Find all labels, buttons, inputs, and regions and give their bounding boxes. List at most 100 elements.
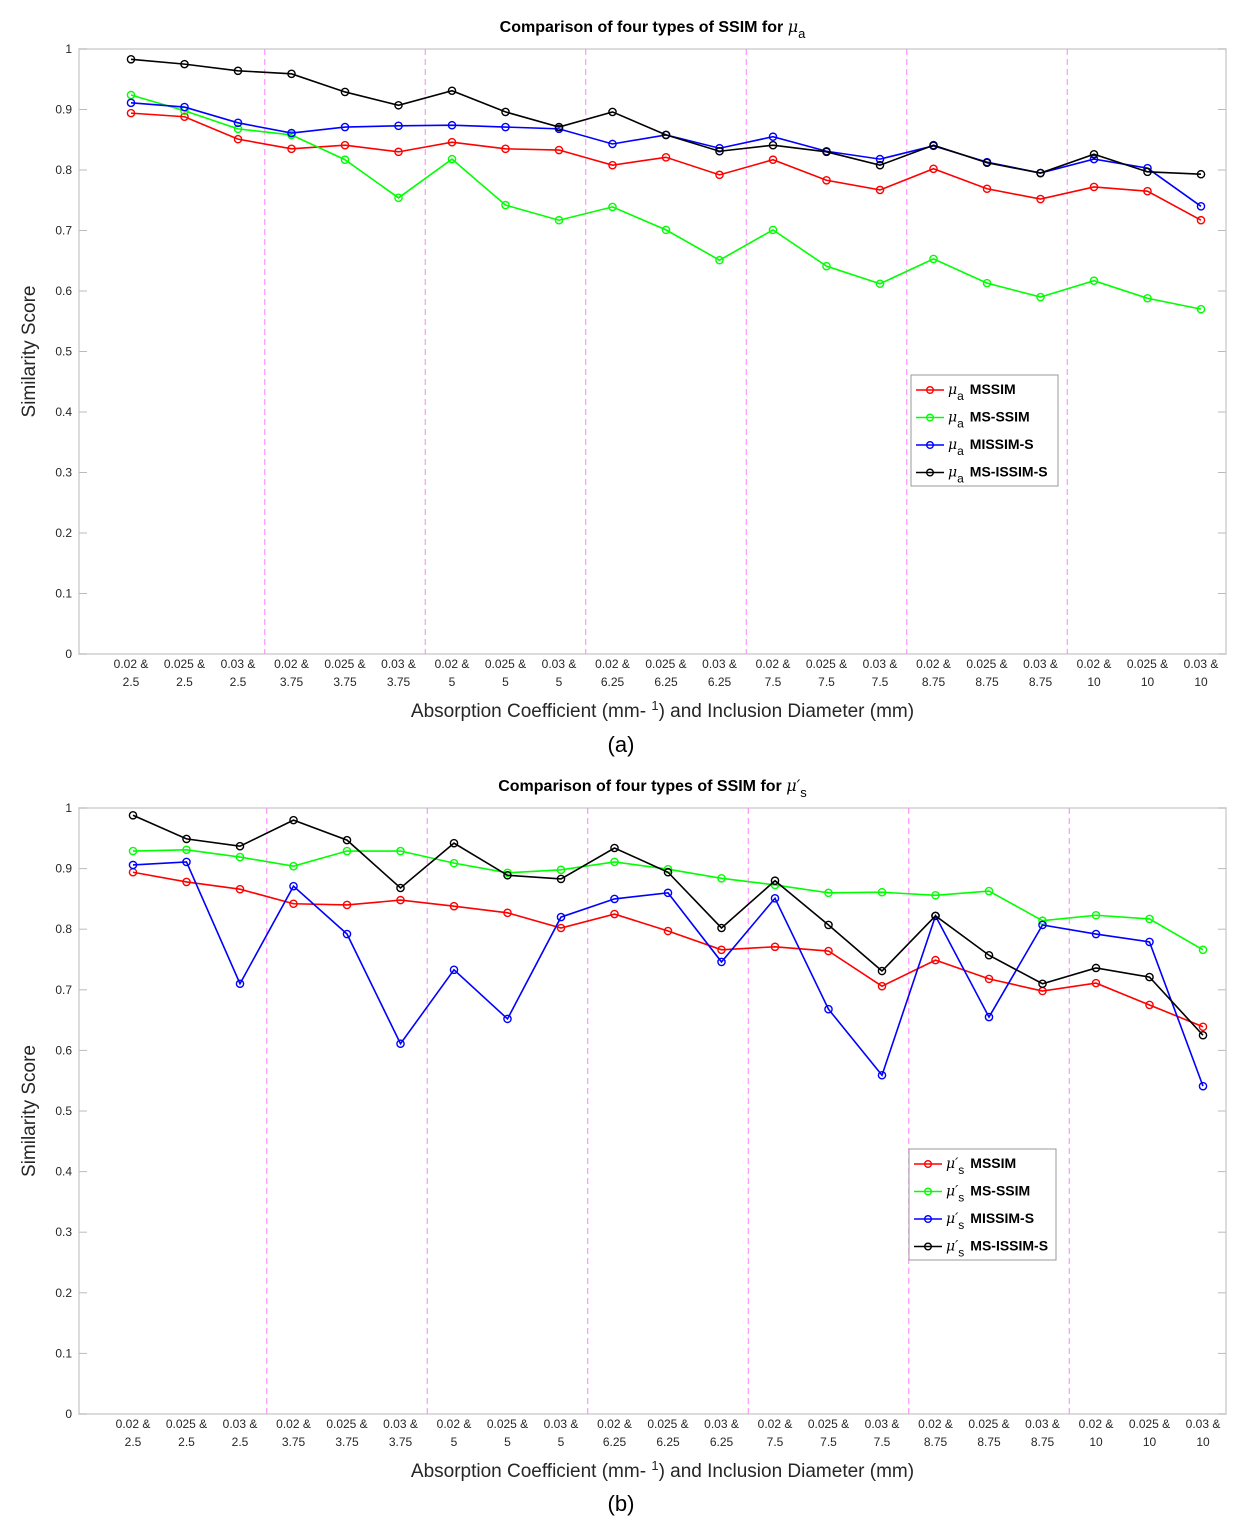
data-point — [182, 857, 191, 867]
x-tick-label: 0.02 & — [114, 657, 149, 671]
data-point — [770, 942, 780, 952]
x-tick-label: 0.025 & — [647, 1417, 688, 1431]
x-label-part: - — [640, 701, 652, 722]
figure-caption: (a) — [608, 732, 635, 757]
x-tick-label: 3.75 — [280, 675, 304, 689]
data-point — [556, 912, 566, 922]
data-point — [1145, 972, 1154, 982]
x-tick-label: 0.02 & — [1077, 657, 1112, 671]
data-point — [610, 857, 619, 867]
data-point — [984, 1012, 994, 1022]
data-point — [661, 152, 671, 162]
y-tick-label: 0.3 — [55, 1225, 72, 1239]
data-point — [822, 147, 831, 157]
x-tick-label: 0.02 & — [916, 657, 951, 671]
data-point — [287, 69, 296, 79]
data-point — [982, 158, 992, 168]
title-text: Comparison of four types of SSIM for — [498, 778, 786, 795]
data-point — [342, 929, 352, 939]
data-point — [1089, 182, 1099, 192]
x-label-part: - — [640, 1461, 652, 1482]
x-tick-label: 0.03 & — [221, 657, 256, 671]
x-tick-label: 0.02 & — [1079, 1417, 1114, 1431]
data-point — [1089, 154, 1099, 164]
data-point — [1196, 169, 1206, 179]
data-point — [340, 155, 350, 165]
x-tick-label: 0.03 & — [704, 1417, 739, 1431]
data-point — [824, 1004, 833, 1014]
data-point — [1198, 1030, 1208, 1040]
data-point — [608, 202, 617, 212]
data-point — [1198, 1081, 1208, 1091]
legend-symbol: μ — [948, 382, 957, 398]
x-tick-label: 8.75 — [924, 1435, 948, 1449]
legend-box — [908, 1148, 1057, 1261]
data-point — [1196, 201, 1206, 211]
data-point — [875, 185, 885, 195]
x-tick-label: 8.75 — [975, 675, 999, 689]
legend-marker — [924, 1187, 933, 1196]
data-point — [503, 1014, 512, 1024]
data-point — [610, 894, 619, 904]
data-point — [1089, 276, 1099, 286]
data-point — [235, 884, 245, 894]
chart-title: Comparison of four types of SSIM for μa — [500, 17, 806, 41]
data-point — [126, 54, 136, 64]
x-tick-label: 3.75 — [335, 1435, 359, 1449]
legend-symbol: μ — [948, 465, 957, 481]
x-label-part: Absorption Coefficient (mm — [411, 1461, 640, 1482]
data-point — [1038, 920, 1047, 930]
y-tick-label: 0 — [65, 1407, 72, 1421]
x-tick-label: 5 — [502, 675, 509, 689]
legend-name: MSSIM — [970, 1155, 1016, 1171]
x-tick-label: 0.025 & — [326, 1417, 367, 1431]
x-tick-label: 10 — [1141, 675, 1155, 689]
data-point — [982, 184, 992, 194]
legend-symbol: μ′ — [946, 1239, 959, 1255]
data-point — [984, 950, 994, 960]
x-tick-label: 7.5 — [820, 1435, 837, 1449]
data-point — [877, 887, 887, 897]
x-tick-label: 7.5 — [872, 675, 889, 689]
legend-name: MS-SSIM — [970, 1183, 1030, 1199]
data-point — [233, 66, 243, 76]
x-tick-label: 0.025 & — [324, 657, 365, 671]
data-point — [768, 155, 778, 165]
x-tick-label: 0.02 & — [276, 1417, 311, 1431]
legend-subscript: s — [958, 1218, 964, 1232]
data-point — [608, 139, 617, 149]
data-point — [1091, 978, 1101, 988]
data-point — [447, 120, 457, 130]
x-tick-label: 6.25 — [656, 1435, 680, 1449]
x-tick-label: 0.03 & — [1025, 1417, 1060, 1431]
legend-symbol: μ — [948, 410, 957, 426]
data-point — [554, 122, 564, 132]
data-point — [768, 225, 778, 235]
data-point — [289, 861, 298, 871]
data-point — [717, 873, 726, 883]
data-point — [1198, 945, 1208, 955]
x-tick-label: 0.03 & — [223, 1417, 258, 1431]
data-point — [235, 979, 245, 989]
x-tick-label: 0.02 & — [116, 1417, 151, 1431]
x-tick-label: 0.025 & — [968, 1417, 1009, 1431]
data-point — [770, 876, 780, 886]
data-point — [663, 888, 673, 898]
data-point — [554, 145, 564, 155]
x-tick-label: 0.03 & — [1184, 657, 1219, 671]
data-point — [717, 945, 726, 955]
x-tick-label: 0.03 & — [702, 657, 737, 671]
x-tick-label: 0.03 & — [863, 657, 898, 671]
data-point — [877, 966, 887, 976]
data-point — [447, 86, 457, 96]
data-point — [663, 926, 673, 936]
chart-title: Comparison of four types of SSIM for μ′s — [498, 776, 807, 800]
data-point — [717, 923, 726, 933]
x-tick-label: 2.5 — [232, 1435, 249, 1449]
data-point — [287, 144, 296, 154]
data-point — [770, 893, 780, 903]
x-tick-label: 6.25 — [603, 1435, 627, 1449]
x-tick-label: 0.02 & — [595, 657, 630, 671]
x-tick-label: 7.5 — [765, 675, 782, 689]
